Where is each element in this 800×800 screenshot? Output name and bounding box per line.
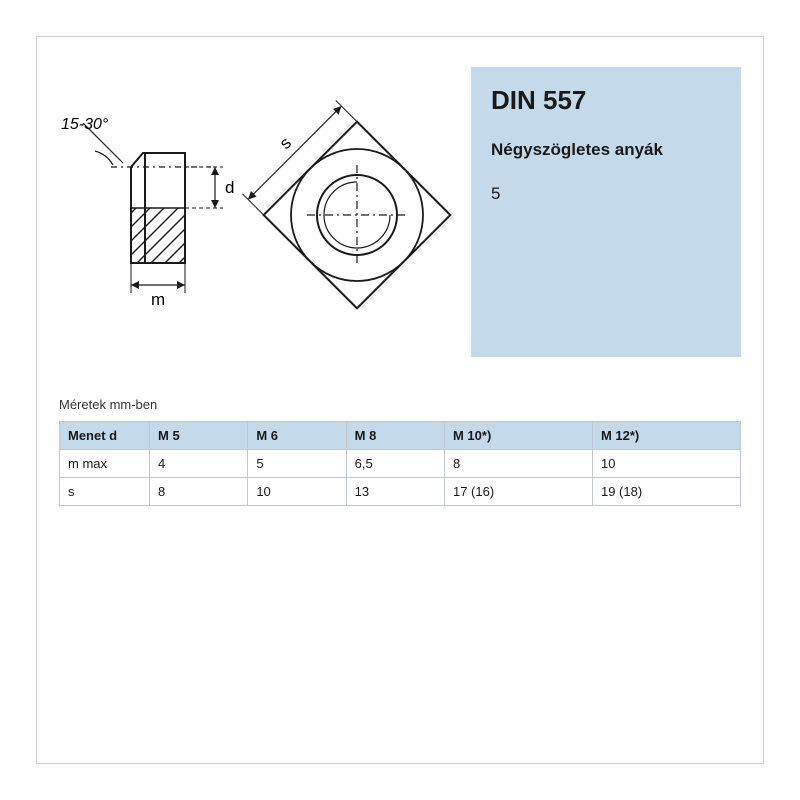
col-header: M 5 [150, 422, 248, 450]
col-header: Menet d [60, 422, 150, 450]
col-header: M 8 [346, 422, 444, 450]
m-label: m [151, 290, 165, 309]
table-caption: Méretek mm-ben [59, 397, 157, 412]
row-label: s [60, 478, 150, 506]
s-label: s [276, 133, 295, 152]
table-cell: 10 [592, 450, 740, 478]
page-frame: 15-30° d m [36, 36, 764, 764]
table-cell: 5 [248, 450, 346, 478]
table-cell: 13 [346, 478, 444, 506]
table-header-row: Menet d M 5 M 6 M 8 M 10*) M 12*) [60, 422, 741, 450]
row-label: m max [60, 450, 150, 478]
angle-label: 15-30° [61, 116, 109, 133]
table-cell: 19 (18) [592, 478, 740, 506]
table-cell: 10 [248, 478, 346, 506]
table-cell: 17 (16) [444, 478, 592, 506]
col-header: M 12*) [592, 422, 740, 450]
standard-grade: 5 [491, 184, 721, 204]
drawing-svg: 15-30° d m [59, 67, 471, 357]
header-panel: 15-30° d m [59, 67, 741, 357]
table-row: s 8 10 13 17 (16) 19 (18) [60, 478, 741, 506]
col-header: M 10*) [444, 422, 592, 450]
dimensions-table: Menet d M 5 M 6 M 8 M 10*) M 12*) m max … [59, 421, 741, 506]
col-header: M 6 [248, 422, 346, 450]
technical-drawing: 15-30° d m [59, 67, 471, 357]
standard-info: DIN 557 Négyszögletes anyák 5 [471, 67, 741, 357]
standard-description: Négyszögletes anyák [491, 140, 721, 160]
standard-code: DIN 557 [491, 85, 721, 116]
table-cell: 8 [444, 450, 592, 478]
table-row: m max 4 5 6,5 8 10 [60, 450, 741, 478]
d-label: d [225, 178, 234, 197]
table-cell: 6,5 [346, 450, 444, 478]
table-cell: 4 [150, 450, 248, 478]
table-cell: 8 [150, 478, 248, 506]
